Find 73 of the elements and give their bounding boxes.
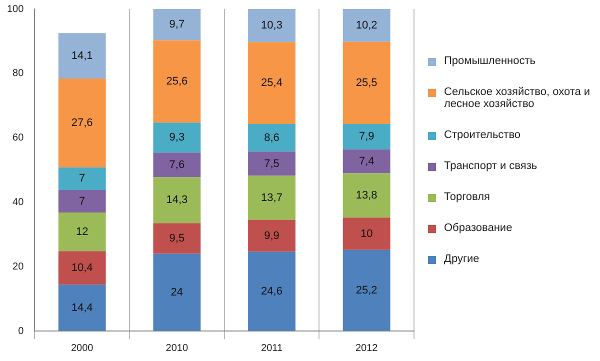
data-label: 25,6 xyxy=(166,75,188,88)
bar xyxy=(342,250,390,331)
x-tick-label: 2000 xyxy=(70,342,94,354)
bar xyxy=(58,33,106,79)
bar xyxy=(153,152,201,178)
data-label: 25,4 xyxy=(261,77,282,90)
bar xyxy=(153,122,201,153)
bar xyxy=(248,42,296,124)
data-label: 12 xyxy=(76,226,88,238)
x-tick-label: 2012 xyxy=(355,342,378,354)
data-label: 9,5 xyxy=(169,232,185,244)
bar xyxy=(248,176,296,220)
data-label: 7,6 xyxy=(169,158,185,171)
data-label: 27,6 xyxy=(71,117,93,130)
bar xyxy=(342,42,390,124)
data-label: 7 xyxy=(79,172,86,185)
legend-label: Другие xyxy=(444,253,480,265)
bar xyxy=(58,284,106,331)
bar xyxy=(248,220,296,252)
data-label: 24 xyxy=(170,286,184,298)
bar xyxy=(153,223,201,254)
bar xyxy=(58,78,106,168)
data-label: 14,4 xyxy=(71,302,93,314)
data-label: 8,6 xyxy=(264,132,280,144)
bar xyxy=(342,149,390,174)
data-label: 25,2 xyxy=(356,284,378,296)
data-label: 7 xyxy=(79,195,86,208)
data-label: 25,5 xyxy=(356,76,378,89)
data-label: 7,5 xyxy=(264,158,280,170)
bar xyxy=(342,173,390,218)
data-label: 10,2 xyxy=(356,19,378,32)
data-label: 10,3 xyxy=(261,20,282,32)
legend-label: Сельское хозяйство, охота и лесное хозяйство xyxy=(444,86,592,110)
bar xyxy=(342,124,390,150)
data-label: 13,8 xyxy=(356,189,378,202)
bar xyxy=(248,9,296,42)
bar xyxy=(248,124,296,152)
data-label: 10 xyxy=(360,228,373,240)
data-label: 9,7 xyxy=(169,18,185,31)
bar xyxy=(342,9,390,42)
data-label: 13,7 xyxy=(261,192,282,204)
data-label: 14,3 xyxy=(166,194,188,206)
y-tick-label: 20 xyxy=(12,261,24,272)
data-label: 9,9 xyxy=(264,230,280,242)
legend-label: Промышленность xyxy=(444,55,536,67)
y-tick-label: 60 xyxy=(12,132,24,144)
bar xyxy=(153,254,201,331)
bar xyxy=(58,212,106,252)
legend-label: Транспорт и связь xyxy=(444,160,538,172)
bar xyxy=(248,252,296,331)
bar xyxy=(153,40,201,123)
y-tick-label: 80 xyxy=(12,68,24,80)
bar xyxy=(58,251,106,285)
bar xyxy=(58,167,106,190)
x-tick-label: 2010 xyxy=(166,342,188,354)
legend-label: Торговля xyxy=(444,191,490,203)
x-tick-label: 2011 xyxy=(261,342,283,354)
y-tick-label: 100 xyxy=(6,4,24,15)
bar xyxy=(153,9,201,40)
y-tick-label: 40 xyxy=(12,196,24,208)
data-label: 24,6 xyxy=(261,285,282,298)
bar xyxy=(153,177,201,224)
data-label: 9,3 xyxy=(169,132,185,144)
data-label: 7,4 xyxy=(358,155,374,168)
data-label: 7,9 xyxy=(358,130,374,143)
bar xyxy=(248,152,296,176)
y-tick-label: 0 xyxy=(18,326,24,337)
bar xyxy=(58,190,106,213)
legend-label: Строительство xyxy=(444,129,521,141)
bar xyxy=(342,218,390,250)
data-label: 10,4 xyxy=(71,262,93,274)
data-label: 14,1 xyxy=(71,50,93,62)
legend-label: Образование xyxy=(444,222,512,234)
